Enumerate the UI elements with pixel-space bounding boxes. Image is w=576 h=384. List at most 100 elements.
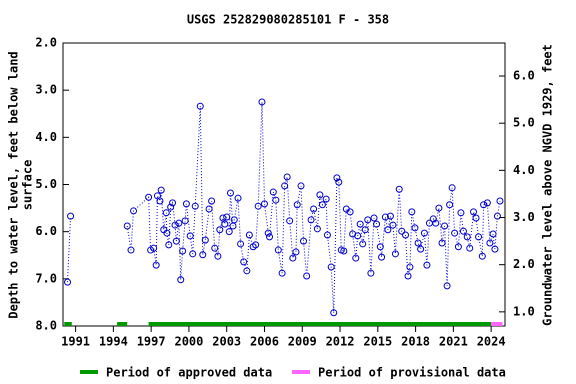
data-point — [381, 213, 389, 221]
data-point — [258, 98, 266, 106]
legend-label: Period of provisional data — [318, 366, 506, 380]
period-bar — [491, 322, 503, 326]
data-point — [318, 201, 326, 209]
x-tick-label: 2018 — [401, 335, 430, 349]
data-point — [475, 233, 483, 241]
x-tick-label: 1997 — [137, 335, 166, 349]
data-point — [223, 213, 231, 221]
x-tick-label: 2000 — [174, 335, 203, 349]
data-point — [384, 226, 392, 234]
data-point — [186, 232, 194, 240]
data-point — [240, 258, 248, 266]
data-point — [196, 102, 204, 110]
y-tick-label: 2.0 — [35, 36, 57, 50]
data-point — [480, 201, 488, 209]
y-tick-label: 6.0 — [35, 224, 57, 238]
data-point — [454, 243, 462, 251]
data-point — [214, 252, 222, 260]
data-point — [373, 220, 381, 228]
data-point — [451, 229, 459, 237]
y-tick-label: 5.0 — [35, 177, 57, 191]
y2-tick-label: 1.0 — [513, 304, 535, 318]
data-point — [260, 200, 268, 208]
x-tick-label: 2021 — [439, 335, 468, 349]
data-point — [323, 231, 331, 239]
data-point — [346, 208, 354, 216]
data-point — [191, 202, 199, 210]
data-point — [376, 243, 384, 251]
data-point — [278, 269, 286, 277]
data-point — [472, 214, 480, 222]
y-tick-label: 4.0 — [35, 130, 57, 144]
x-tick-label: 1991 — [61, 335, 90, 349]
data-point — [292, 248, 300, 256]
data-point — [303, 272, 311, 280]
y2-tick-label: 2.0 — [513, 257, 535, 271]
data-point — [443, 282, 451, 290]
data-point — [162, 209, 170, 217]
data-point — [272, 196, 280, 204]
chart-title: USGS 252829080285101 F - 358 — [187, 13, 389, 27]
data-point — [459, 227, 467, 235]
data-point — [171, 221, 179, 229]
data-point — [219, 214, 227, 222]
data-point — [252, 241, 260, 249]
data-point — [359, 240, 367, 248]
data-point — [486, 239, 494, 247]
data-point — [216, 226, 224, 234]
x-tick-label: 2015 — [363, 335, 392, 349]
y-axis-label: Depth to water level, feet below land — [7, 51, 21, 318]
y-tick-label: 8.0 — [35, 319, 57, 333]
data-point — [333, 174, 341, 182]
y-tick-label: 3.0 — [35, 83, 57, 97]
data-point — [432, 219, 440, 227]
data-point — [130, 207, 138, 215]
data-point — [330, 309, 338, 317]
data-point — [179, 247, 187, 255]
x-tick-label: 2009 — [288, 335, 317, 349]
data-point — [157, 186, 165, 194]
data-point — [225, 228, 233, 236]
data-point — [150, 244, 158, 252]
data-point — [177, 276, 185, 284]
data-point — [493, 212, 501, 220]
data-point — [327, 263, 335, 271]
data-point — [264, 229, 272, 237]
data-point — [297, 182, 305, 190]
x-tick-label: 2024 — [477, 335, 506, 349]
period-bar — [148, 322, 492, 326]
y2-tick-label: 4.0 — [513, 163, 535, 177]
data-point — [466, 244, 474, 252]
data-point — [438, 239, 446, 247]
data-point — [281, 182, 289, 190]
data-point — [201, 236, 209, 244]
y-tick-label: 7.0 — [35, 271, 57, 285]
data-point — [408, 208, 416, 216]
data-point — [167, 203, 175, 211]
data-point — [226, 189, 234, 197]
data-point — [411, 224, 419, 232]
data-point — [254, 202, 262, 210]
data-point — [483, 199, 491, 207]
data-point — [404, 272, 412, 280]
data-point — [370, 214, 378, 222]
data-point — [395, 185, 403, 193]
plot-frame — [62, 42, 506, 327]
data-point — [489, 230, 497, 238]
data-point — [457, 209, 465, 217]
data-point — [378, 253, 386, 261]
data-point — [446, 201, 454, 209]
data-point — [286, 217, 294, 225]
data-point — [307, 216, 315, 224]
data-point — [300, 237, 308, 245]
data-point — [417, 245, 425, 253]
data-line — [67, 101, 501, 313]
data-point — [367, 269, 375, 277]
x-tick-label: 2006 — [250, 335, 279, 349]
data-point — [67, 212, 75, 220]
data-point — [269, 188, 277, 196]
data-point — [316, 191, 324, 199]
data-point — [243, 267, 251, 275]
data-point — [127, 246, 135, 254]
data-point — [230, 216, 238, 224]
